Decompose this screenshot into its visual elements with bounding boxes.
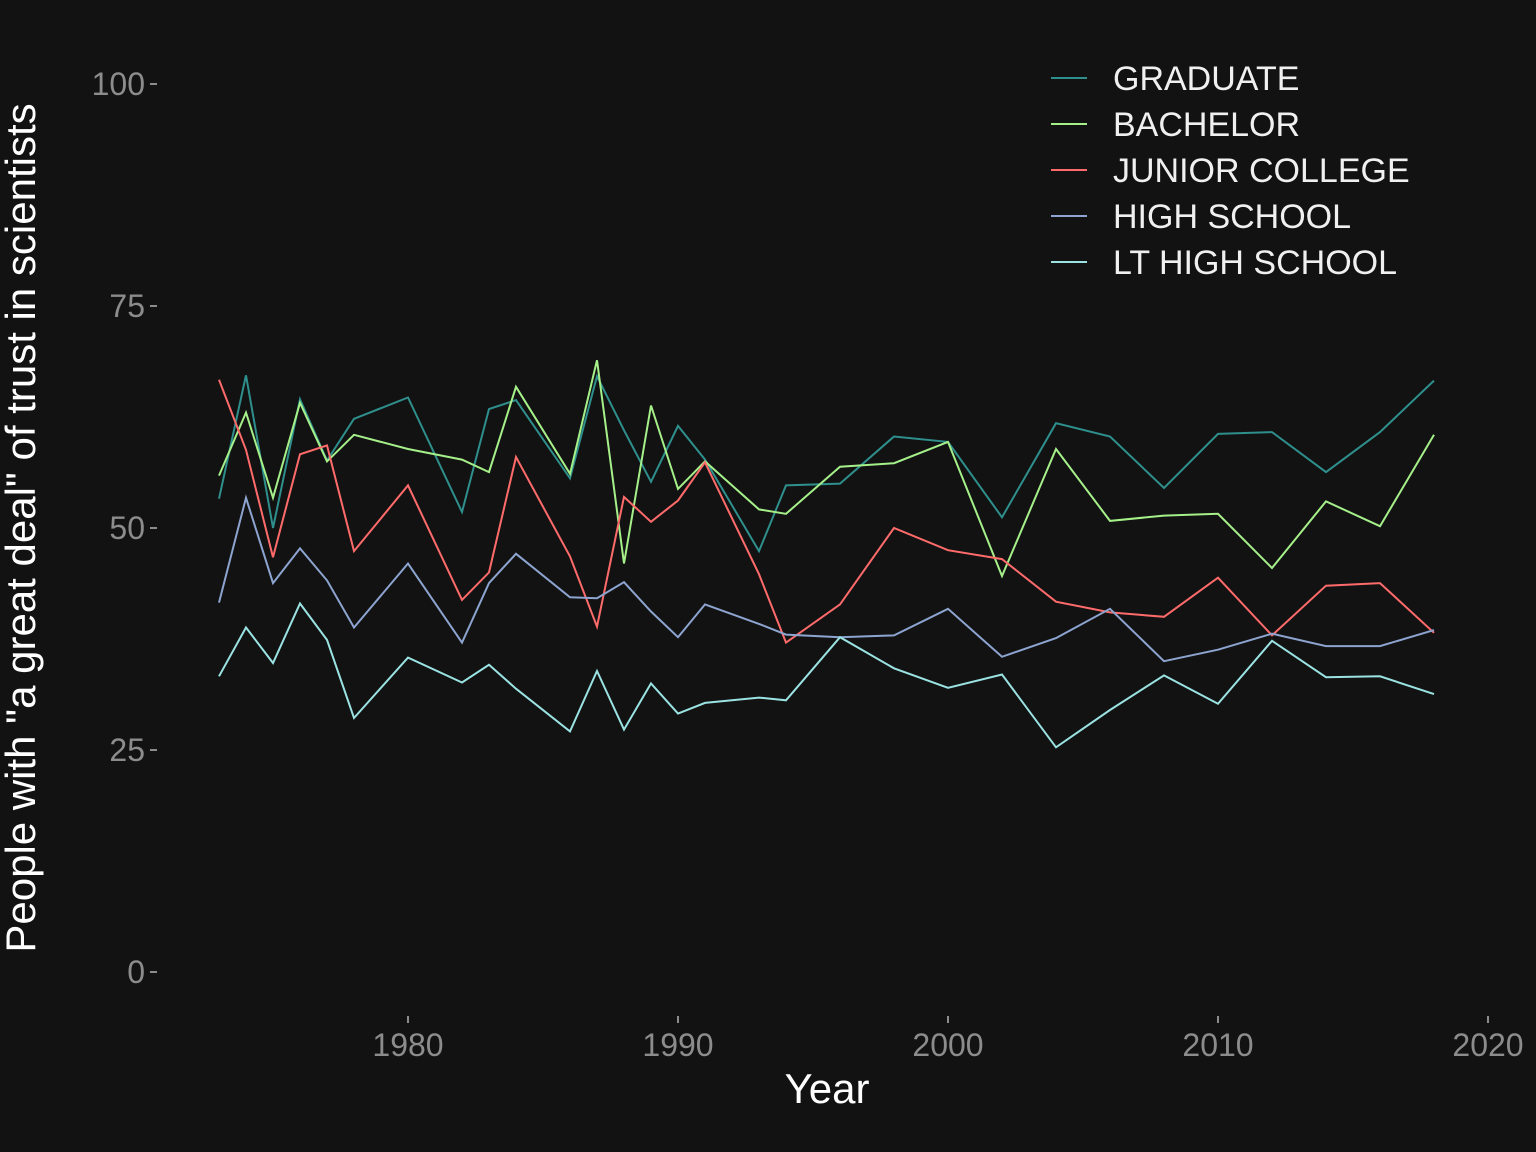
- legend-label-graduate: GRADUATE: [1113, 60, 1299, 98]
- y-tick-label: 75: [109, 288, 145, 324]
- x-axis-title: Year: [785, 1065, 870, 1112]
- series-line-bachelor: [218, 359, 1435, 579]
- series-line-lt-high-school: [218, 601, 1435, 749]
- legend-label-high-school: HIGH SCHOOL: [1113, 198, 1351, 236]
- y-axis: 0 25 50 75 100: [92, 66, 157, 990]
- x-tick-label: 2010: [1182, 1027, 1253, 1063]
- legend: GRADUATE BACHELOR JUNIOR COLLEGE HIGH SCHOO…: [1051, 60, 1410, 282]
- x-axis: 1980 1990 2000 2010 2020: [372, 1016, 1524, 1063]
- legend-label-lt-high-school: LT HIGH SCHOOL: [1113, 244, 1397, 282]
- series-line-high-school: [218, 494, 1435, 663]
- y-tick-label: 50: [109, 510, 145, 546]
- series-line-junior-college: [218, 379, 1435, 645]
- y-axis-title: People with "a great deal" of trust in s…: [0, 103, 44, 952]
- y-tick-label: 25: [109, 732, 145, 768]
- plot-area: [218, 359, 1435, 749]
- x-tick-label: 1990: [642, 1027, 713, 1063]
- y-tick-label: 100: [92, 66, 145, 102]
- series-line-graduate: [218, 373, 1435, 554]
- x-tick-label: 2020: [1452, 1027, 1523, 1063]
- x-tick-label: 2000: [912, 1027, 983, 1063]
- y-tick-label: 0: [127, 954, 145, 990]
- x-tick-label: 1980: [372, 1027, 443, 1063]
- legend-label-bachelor: BACHELOR: [1113, 106, 1300, 144]
- legend-label-junior-college: JUNIOR COLLEGE: [1113, 152, 1410, 190]
